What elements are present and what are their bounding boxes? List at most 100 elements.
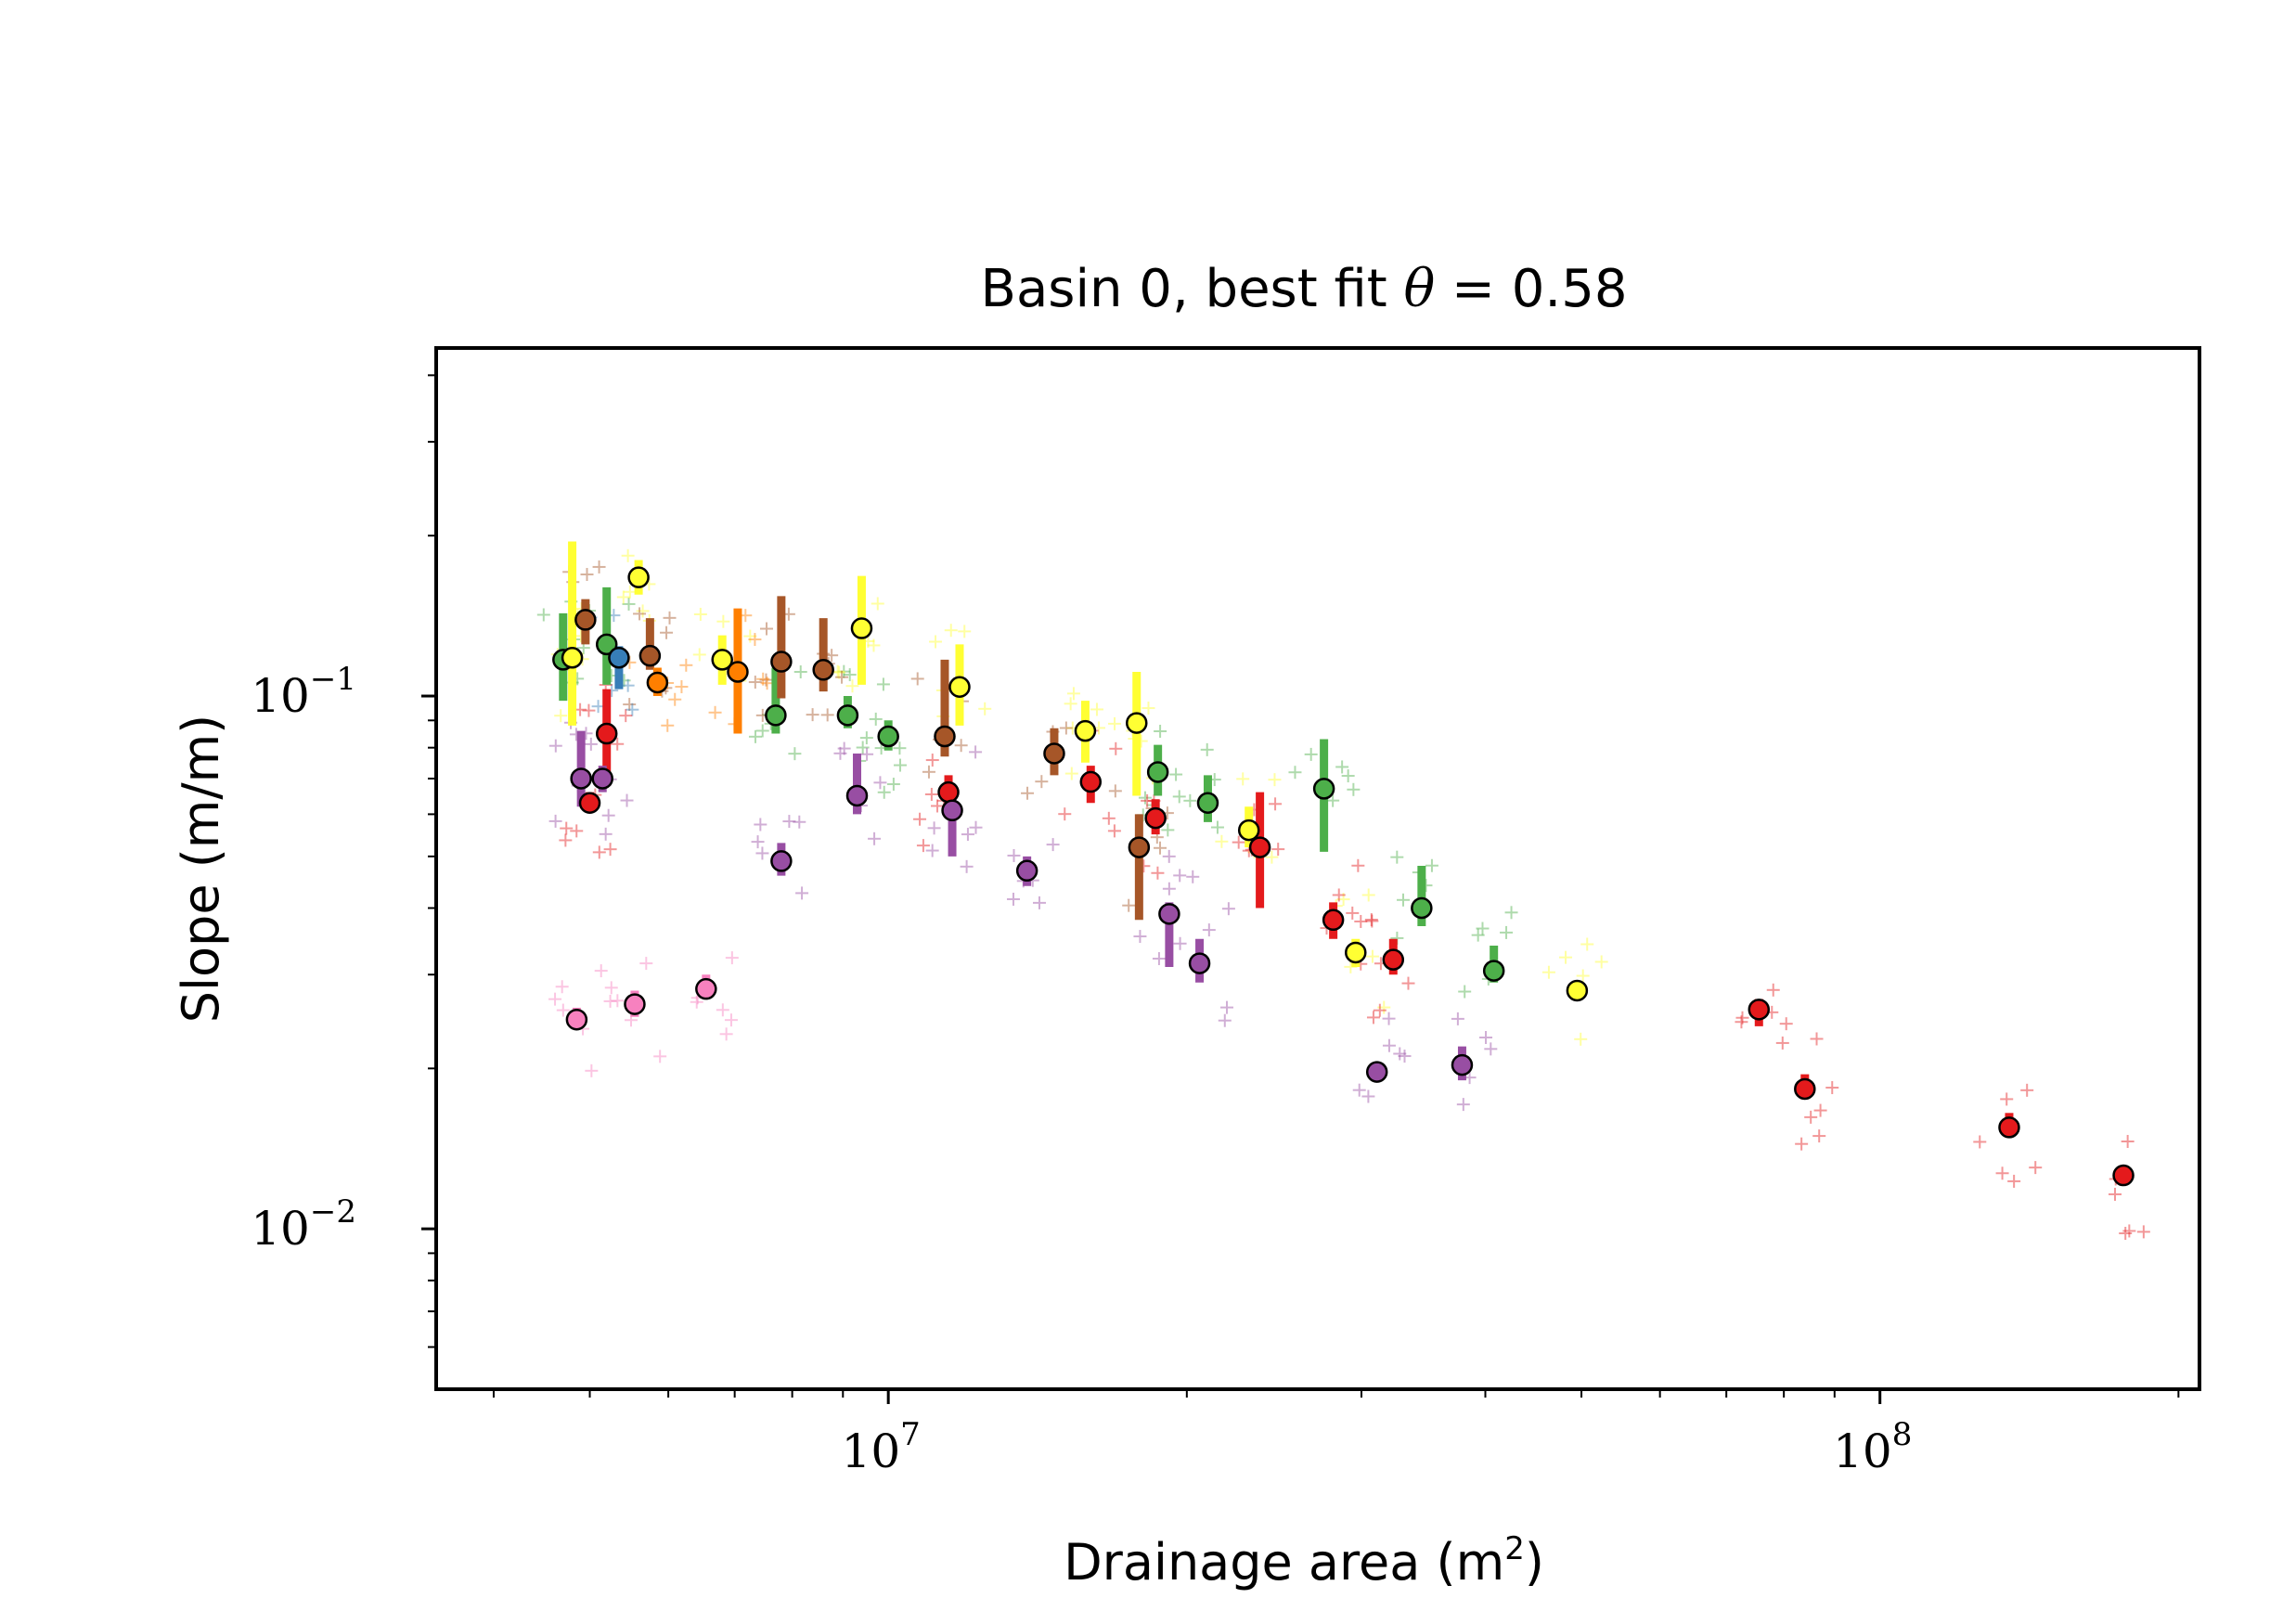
scatter-cross-marker <box>1236 772 1250 786</box>
median-point <box>850 617 873 639</box>
chart-title: Basin 0, best fit θ = 0.58 <box>981 259 1628 319</box>
scatter-cross-marker <box>1332 888 1346 902</box>
y-tick-label-exponent: −1 <box>310 661 356 698</box>
scatter-cross-marker <box>867 638 881 652</box>
scatter-cross-marker <box>1122 898 1136 912</box>
scatter-cross-marker <box>871 597 884 611</box>
median-point <box>877 725 899 748</box>
scatter-cross-marker <box>556 1003 570 1017</box>
median-point <box>1237 818 1260 842</box>
scatter-cross-marker <box>1102 811 1116 825</box>
scatter-cross-marker <box>1484 1042 1498 1056</box>
median-point <box>836 704 859 727</box>
scatter-cross-marker <box>755 724 769 738</box>
scatter-cross-marker <box>833 746 847 760</box>
scatter-cross-marker <box>693 607 707 621</box>
scatter-cross-marker <box>2136 1225 2150 1239</box>
scatter-cross-marker <box>958 625 972 638</box>
scatter-cross-marker <box>611 737 625 751</box>
scatter-cross-marker <box>570 824 584 838</box>
scatter-cross-marker <box>1541 965 1555 979</box>
median-point <box>1248 836 1271 858</box>
scatter-cross-marker <box>1142 702 1155 715</box>
scatter-cross-marker <box>754 818 767 831</box>
scatter-cross-marker <box>751 835 765 849</box>
scatter-cross-marker <box>1347 782 1361 796</box>
scatter-cross-marker <box>1152 952 1166 966</box>
scatter-cross-marker <box>1183 793 1197 807</box>
scatter-cross-marker <box>837 664 851 678</box>
scatter-cross-marker <box>1108 784 1122 798</box>
y-tick-label: 10−2 <box>251 1193 356 1256</box>
scatter-cross-marker <box>1202 923 1216 937</box>
scatter-cross-marker <box>1346 906 1360 920</box>
median-point <box>1158 903 1180 925</box>
scatter-cross-marker <box>1172 790 1186 804</box>
scatter-cross-marker <box>1341 769 1355 783</box>
scatter-cross-marker <box>690 995 703 1009</box>
scatter-cross-marker <box>759 622 773 636</box>
scatter-cross-marker <box>1271 843 1285 857</box>
scatter-cross-marker <box>1775 1036 1789 1050</box>
scatter-cross-marker <box>795 886 809 900</box>
scatter-cross-marker <box>927 821 941 835</box>
scatter-cross-marker <box>1574 1032 1588 1046</box>
scatter-cross-marker <box>679 658 693 672</box>
scatter-cross-marker <box>1361 1089 1375 1103</box>
scatter-cross-marker <box>719 1027 733 1041</box>
scatter-cross-marker <box>2108 1187 2122 1201</box>
median-point <box>574 609 597 631</box>
scatter-cross-marker <box>633 607 647 621</box>
scatter-cross-marker <box>1576 969 1590 983</box>
scatter-cross-marker <box>1007 848 1021 862</box>
scatter-cross-marker <box>1221 902 1235 916</box>
scatter-cross-marker <box>1365 949 1379 963</box>
scatter-cross-marker <box>716 1003 729 1017</box>
scatter-cross-marker <box>1735 1011 1749 1025</box>
median-point <box>1322 909 1345 932</box>
scatter-cross-marker <box>759 673 773 687</box>
scatter-cross-marker <box>626 702 639 716</box>
scatter-cross-marker <box>859 731 873 745</box>
scatter-cross-marker <box>621 678 635 692</box>
scatter-cross-marker <box>1354 914 1368 928</box>
scatter-cross-marker <box>1594 955 1608 969</box>
scatter-cross-marker <box>554 709 568 723</box>
scatter-cross-marker <box>820 708 834 722</box>
median-point <box>578 792 601 814</box>
median-point <box>565 1008 588 1031</box>
scatter-cross-marker <box>1377 1000 1391 1014</box>
median-point <box>812 659 834 681</box>
scatter-cross-marker <box>603 994 617 1008</box>
scatter-cross-marker <box>1766 983 1780 997</box>
median-point <box>727 661 749 683</box>
scatter-cross-marker <box>1265 850 1279 864</box>
scatter-cross-marker <box>1810 1032 1824 1046</box>
median-point <box>1188 952 1211 974</box>
scatter-cross-marker <box>743 629 757 643</box>
scatter-cross-marker <box>1336 893 1350 907</box>
x-tick-label-exponent: 8 <box>1892 1416 1913 1453</box>
scatter-cross-marker <box>793 664 807 678</box>
scatter-cross-marker <box>1382 1038 1396 1052</box>
scatter-cross-marker <box>548 739 562 753</box>
scatter-cross-marker <box>1352 1083 1366 1097</box>
scatter-cross-marker <box>668 692 682 706</box>
scatter-cross-marker <box>1090 702 1103 716</box>
scatter-cross-marker <box>1779 1017 1793 1031</box>
scatter-cross-marker <box>913 812 927 826</box>
scatter-cross-marker <box>594 964 608 978</box>
scatter-cross-marker <box>782 815 796 829</box>
median-point <box>1079 770 1103 793</box>
median-point <box>711 649 733 671</box>
scatter-cross-marker <box>793 815 806 829</box>
scatter-cross-marker <box>585 1063 599 1077</box>
scatter-cross-marker <box>760 677 774 690</box>
scatter-cross-marker <box>1479 1030 1493 1044</box>
scatter-cross-marker <box>1456 1098 1470 1112</box>
scatter-cross-marker <box>1173 936 1187 950</box>
scatter-cross-marker <box>1500 925 1514 939</box>
scatter-cross-marker <box>623 698 637 712</box>
